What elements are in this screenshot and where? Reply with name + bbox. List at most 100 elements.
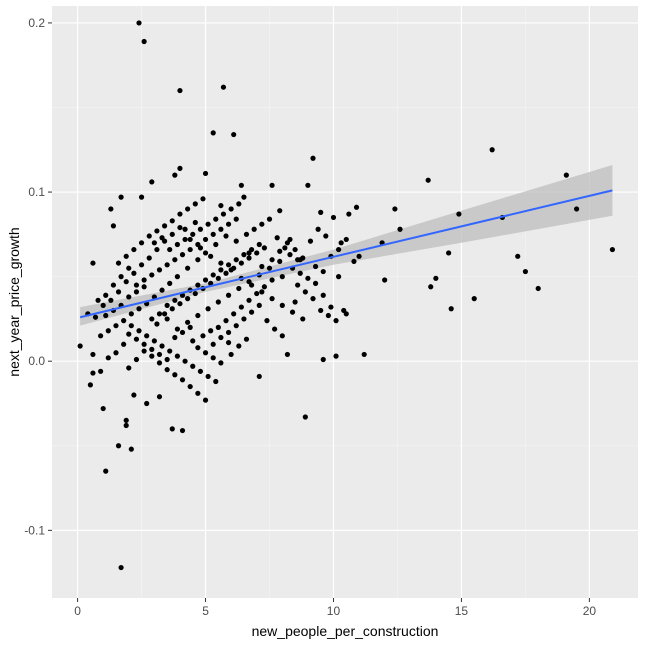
data-point [210, 130, 216, 136]
data-point [149, 316, 155, 322]
data-point [330, 214, 337, 221]
major-grid [52, 6, 638, 598]
y-axis-ticks: -0.1 0.0 0.1 0.2 [24, 16, 52, 537]
data-point [159, 287, 165, 293]
data-point [225, 221, 232, 227]
data-point [100, 302, 106, 308]
regression-line [79, 189, 613, 319]
data-point [228, 351, 234, 358]
data-point [300, 316, 306, 322]
data-point [289, 309, 296, 315]
data-point [174, 241, 180, 248]
data-point [220, 84, 227, 90]
data-point [269, 296, 275, 302]
data-point [448, 306, 454, 312]
data-point [174, 274, 180, 280]
smooth-line [79, 189, 613, 319]
data-point [115, 443, 122, 449]
data-point [208, 253, 214, 259]
data-point [277, 248, 283, 254]
data-point [269, 277, 275, 283]
data-point [126, 265, 132, 271]
data-point [279, 274, 285, 280]
data-point [123, 279, 129, 285]
data-point [292, 246, 298, 253]
data-point [254, 290, 260, 297]
data-point [108, 297, 114, 303]
data-point [195, 312, 201, 319]
data-point [200, 333, 206, 339]
data-point [223, 233, 229, 239]
data-point [343, 236, 349, 243]
data-point [231, 131, 237, 138]
data-point [156, 360, 163, 366]
data-point [318, 209, 324, 215]
x-tick-label: 10 [327, 604, 341, 618]
data-point [259, 289, 265, 295]
data-point [261, 245, 267, 251]
data-point [233, 216, 239, 222]
data-point [126, 365, 132, 371]
data-point [98, 333, 104, 339]
data-point [174, 353, 180, 359]
data-point [238, 304, 244, 310]
data-point [167, 246, 173, 253]
data-point [136, 20, 142, 26]
data-point [103, 312, 109, 319]
data-point [218, 360, 224, 366]
data-point [320, 268, 326, 275]
data-point [141, 348, 147, 354]
data-point [382, 277, 388, 283]
data-point [128, 323, 134, 329]
data-point [192, 290, 198, 297]
data-point [341, 307, 347, 314]
data-point [195, 390, 201, 396]
data-point [356, 253, 362, 259]
data-point [154, 246, 160, 253]
data-point [144, 333, 150, 339]
data-point [182, 226, 188, 232]
data-point [220, 211, 227, 217]
data-point [305, 182, 311, 188]
data-point [156, 311, 163, 317]
data-point [231, 311, 237, 317]
data-point [195, 257, 201, 263]
data-point [312, 263, 319, 270]
data-point [151, 338, 157, 344]
x-tick-label: 5 [202, 604, 209, 618]
data-point [146, 255, 152, 261]
x-tick-label: 20 [583, 604, 597, 618]
data-point [233, 257, 239, 263]
data-point [489, 147, 495, 153]
data-point [146, 233, 152, 239]
data-point [156, 394, 163, 400]
data-point [346, 211, 352, 217]
data-point [172, 172, 178, 178]
data-point [259, 263, 265, 270]
data-point [192, 201, 198, 207]
data-point [195, 345, 201, 351]
data-point [154, 228, 160, 234]
data-point [277, 208, 283, 214]
data-point [179, 377, 186, 383]
data-point [264, 318, 270, 324]
data-point [215, 275, 221, 281]
data-point [269, 257, 275, 263]
data-point [177, 165, 183, 171]
data-point [77, 343, 83, 349]
data-point [195, 241, 201, 248]
data-point [279, 302, 285, 308]
data-point [213, 216, 219, 222]
data-point [174, 326, 180, 332]
data-point [108, 206, 114, 212]
data-point [446, 250, 452, 256]
data-point [131, 270, 137, 276]
data-point [131, 246, 137, 253]
data-point [315, 226, 321, 232]
data-point [256, 302, 262, 308]
data-point [251, 226, 257, 232]
data-point [287, 252, 293, 258]
data-point [277, 258, 283, 265]
data-point [213, 378, 219, 385]
data-point [154, 321, 160, 327]
